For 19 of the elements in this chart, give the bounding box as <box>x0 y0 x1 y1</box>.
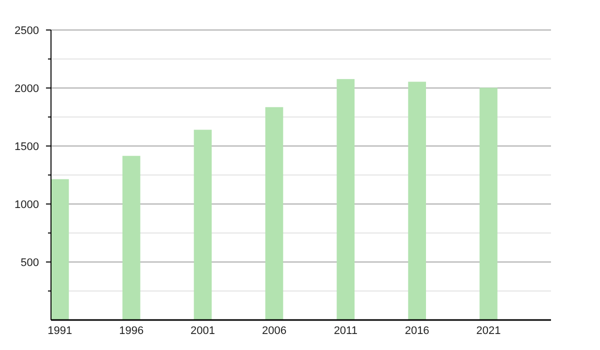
y-tick-label: 2000 <box>14 82 39 95</box>
bar <box>408 82 426 320</box>
y-tick-label: 500 <box>20 256 39 269</box>
y-tick-label: 2500 <box>14 24 39 37</box>
bar <box>480 88 498 320</box>
y-tick-label: 1000 <box>14 198 39 211</box>
x-tick-label: 2016 <box>404 325 430 337</box>
bar <box>194 130 212 320</box>
x-tick-label: 2021 <box>476 325 501 337</box>
x-tick-label: 2001 <box>190 325 216 337</box>
x-tick-label: 1991 <box>48 325 72 337</box>
y-tick-label: 1500 <box>14 140 39 153</box>
x-tick-label: 2011 <box>334 325 358 337</box>
x-tick-label: 1996 <box>119 325 144 337</box>
bar <box>336 79 355 320</box>
x-tick-label: 2006 <box>262 325 286 337</box>
bar <box>51 179 69 320</box>
bar <box>265 107 284 320</box>
bar <box>122 156 140 320</box>
